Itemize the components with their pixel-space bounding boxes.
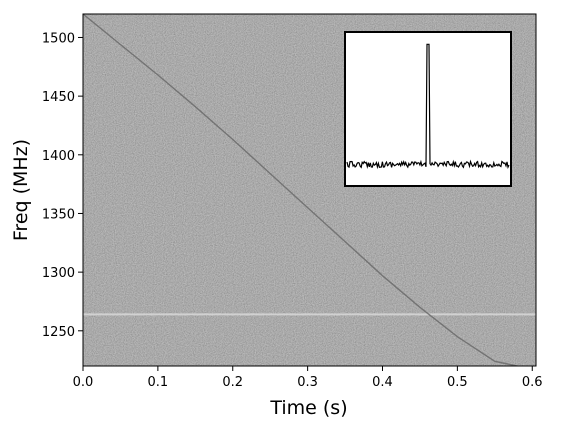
x-axis-label: Time (s) — [269, 397, 347, 419]
y-tick-label: 1350 — [42, 207, 75, 222]
y-tick-label: 1400 — [42, 149, 75, 164]
x-tick-label: 0.1 — [148, 375, 169, 390]
dispersed-signal — [83, 14, 518, 366]
y-axis-ticks: 1250 1300 1350 1400 1450 1500 — [42, 31, 83, 340]
x-tick-label: 0.3 — [297, 375, 318, 390]
inset-pulse-profile — [344, 31, 512, 187]
x-tick-label: 0.6 — [522, 375, 543, 390]
x-axis-ticks: 0.0 0.1 0.2 0.3 0.4 0.5 0.6 — [73, 366, 543, 390]
inset-frame — [344, 31, 512, 187]
x-tick-label: 0.4 — [372, 375, 393, 390]
inset-profile-line — [346, 43, 510, 170]
x-tick-label: 0.0 — [73, 375, 94, 390]
y-tick-label: 1500 — [42, 31, 75, 46]
x-tick-label: 0.5 — [447, 375, 468, 390]
y-tick-label: 1450 — [42, 90, 75, 105]
y-tick-label: 1300 — [42, 266, 75, 281]
plot-frame — [82, 13, 537, 367]
x-tick-label: 0.2 — [222, 375, 243, 390]
y-axis-label: Freq (MHz) — [10, 139, 32, 241]
y-tick-label: 1250 — [42, 325, 75, 340]
